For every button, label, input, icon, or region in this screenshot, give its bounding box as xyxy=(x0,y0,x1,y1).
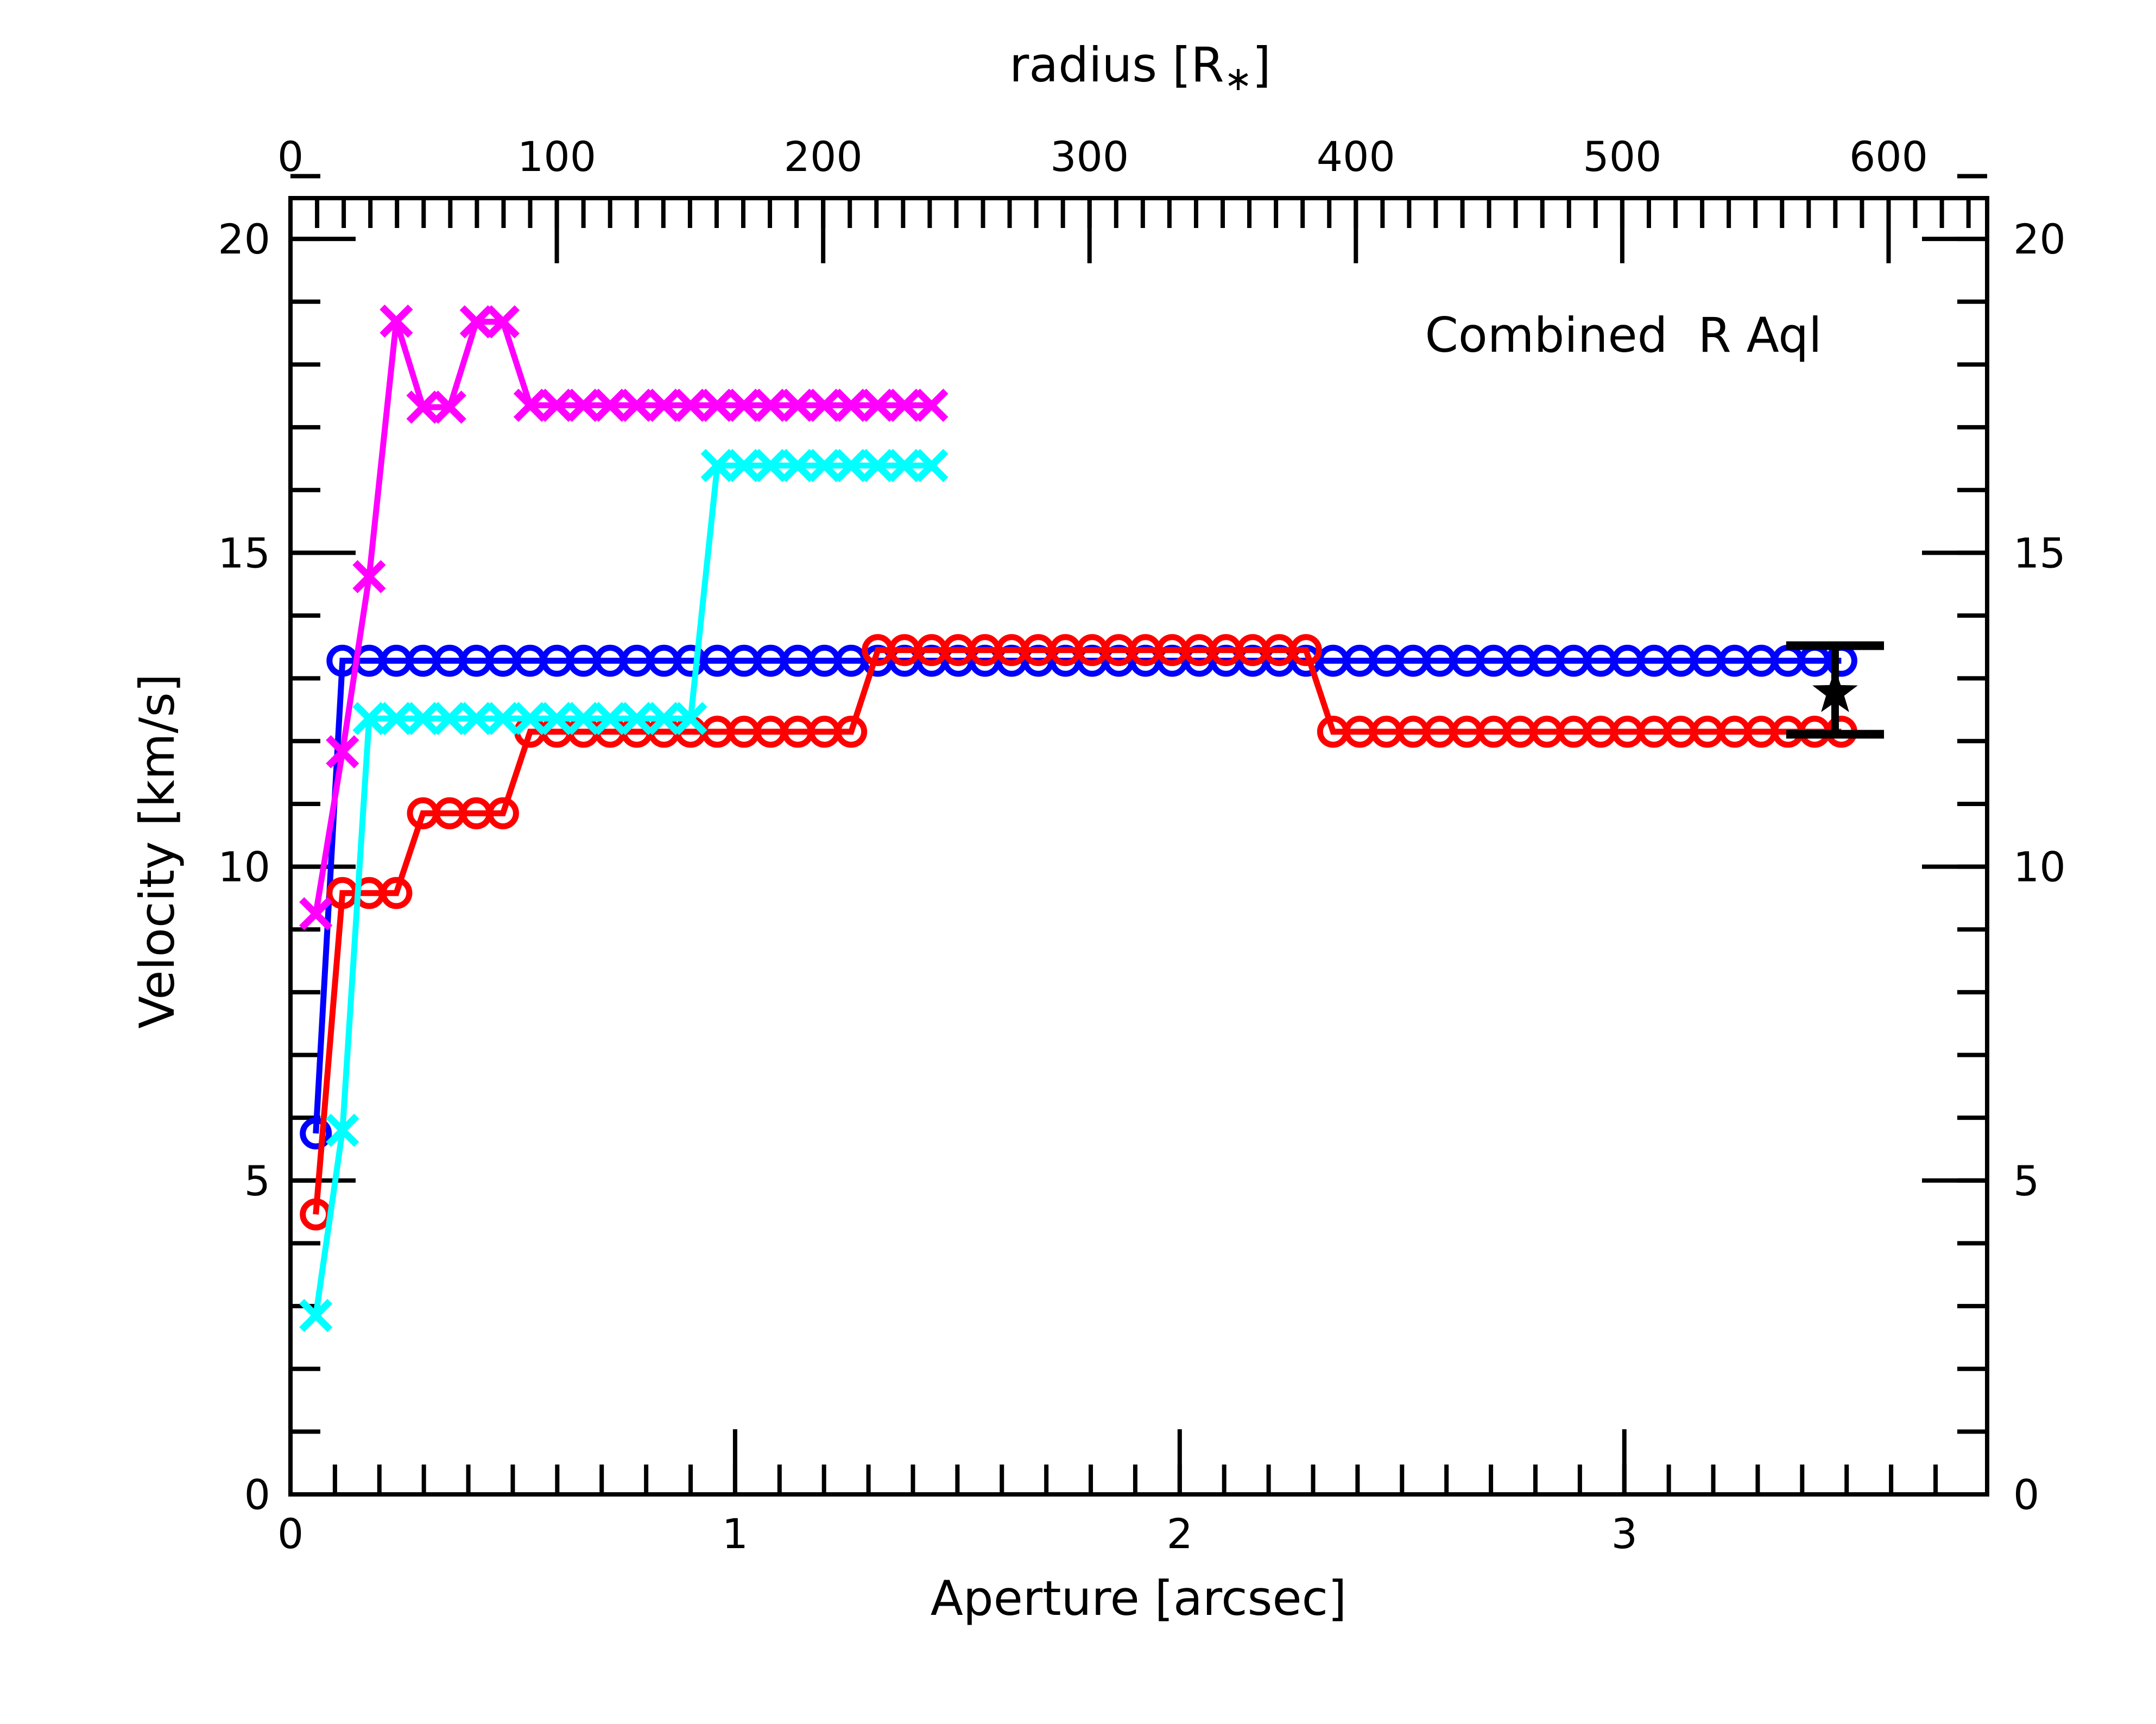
y-tick-label-left: 5 xyxy=(244,1157,270,1205)
x-marker xyxy=(781,449,814,483)
circle-marker xyxy=(300,1117,332,1150)
x-marker xyxy=(540,702,574,736)
series-cyan-crosses xyxy=(299,449,949,1333)
x-marker xyxy=(326,735,359,769)
top-tick-label: 500 xyxy=(1583,132,1661,181)
plot-annotation: Combined R Aql xyxy=(1425,307,1822,363)
x-marker xyxy=(433,702,466,736)
x-marker xyxy=(486,702,520,736)
x-marker xyxy=(593,702,627,736)
top-tick-label: 600 xyxy=(1849,132,1928,181)
y-tick-label-left: 10 xyxy=(218,843,270,891)
x-marker xyxy=(513,702,547,736)
top-axis-title-bracket: ] xyxy=(1253,37,1271,93)
x-marker xyxy=(888,449,921,483)
x-marker xyxy=(861,389,895,422)
series-line-magenta-crosses xyxy=(313,319,932,915)
top-axis-title-text: radius [R xyxy=(1009,37,1224,93)
x-marker xyxy=(674,702,707,736)
x-marker xyxy=(567,389,600,422)
x-marker xyxy=(380,702,413,736)
x-marker xyxy=(567,702,600,736)
series-magenta-crosses xyxy=(299,305,949,930)
axis-titles: radius [R∗] Aperture [arcsec] Velocity [… xyxy=(129,37,1822,1626)
y-tick-label-left: 0 xyxy=(244,1471,270,1519)
x-marker xyxy=(861,449,895,483)
data-series xyxy=(299,305,1857,1333)
y-tick-label-left: 15 xyxy=(218,529,270,577)
x-marker xyxy=(513,389,547,422)
x-marker xyxy=(754,449,788,483)
x-tick-label: 0 xyxy=(277,1510,304,1558)
x-marker xyxy=(352,702,386,736)
x-marker xyxy=(299,897,333,930)
series-blue-circles xyxy=(300,644,1857,1150)
left-axis-title: Velocity [km/s] xyxy=(129,674,185,1029)
x-marker xyxy=(915,389,949,422)
y-tick-label-right: 20 xyxy=(2013,215,2066,263)
x-tick-label: 2 xyxy=(1167,1510,1193,1558)
x-tick-label: 1 xyxy=(722,1510,748,1558)
x-marker xyxy=(727,449,761,483)
x-marker xyxy=(754,389,788,422)
top-tick-label: 100 xyxy=(517,132,596,181)
y-tick-label-right: 0 xyxy=(2013,1471,2039,1519)
x-marker xyxy=(807,389,842,422)
top-tick-label: 0 xyxy=(277,132,304,181)
x-marker xyxy=(352,560,386,593)
x-marker xyxy=(620,389,654,422)
x-marker xyxy=(915,449,949,483)
bottom-axis-title: Aperture [arcsec] xyxy=(931,1570,1347,1626)
x-marker xyxy=(888,389,921,422)
circle-marker xyxy=(835,715,868,748)
y-tick-label-left: 20 xyxy=(218,215,270,263)
x-marker xyxy=(727,389,761,422)
y-tick-label-right: 5 xyxy=(2013,1157,2039,1205)
x-marker xyxy=(834,389,868,422)
y-tick-label-right: 10 xyxy=(2013,843,2066,891)
star-icon xyxy=(1812,669,1858,712)
x-marker xyxy=(540,389,574,422)
circle-marker xyxy=(486,797,519,829)
plot-frame xyxy=(288,196,1989,1497)
top-axis-title-subscript: ∗ xyxy=(1224,59,1253,98)
x-marker xyxy=(834,449,868,483)
x-marker xyxy=(781,389,814,422)
x-marker xyxy=(647,389,681,422)
x-marker xyxy=(674,389,707,422)
y-tick-label-right: 15 xyxy=(2013,529,2066,577)
x-marker xyxy=(380,305,413,338)
x-marker xyxy=(406,702,440,736)
x-tick-label: 3 xyxy=(1611,1510,1637,1558)
top-axis-title: radius [R∗] xyxy=(1009,37,1271,98)
x-marker xyxy=(459,305,493,339)
circle-marker xyxy=(380,877,413,909)
x-marker xyxy=(647,702,681,736)
x-marker xyxy=(326,1113,359,1147)
x-marker xyxy=(620,702,654,736)
x-marker xyxy=(486,305,520,339)
x-marker xyxy=(700,389,734,422)
circle-marker xyxy=(1289,634,1322,667)
top-tick-label: 200 xyxy=(784,132,863,181)
x-marker xyxy=(807,449,842,483)
x-marker xyxy=(700,449,734,483)
x-marker xyxy=(433,390,466,424)
x-marker xyxy=(593,389,627,422)
top-tick-label: 400 xyxy=(1317,132,1395,181)
x-marker xyxy=(299,1298,333,1333)
top-tick-label: 300 xyxy=(1050,132,1129,181)
x-marker xyxy=(459,702,493,736)
x-marker xyxy=(406,390,440,424)
star-marker-with-errorbar xyxy=(1786,641,1885,739)
